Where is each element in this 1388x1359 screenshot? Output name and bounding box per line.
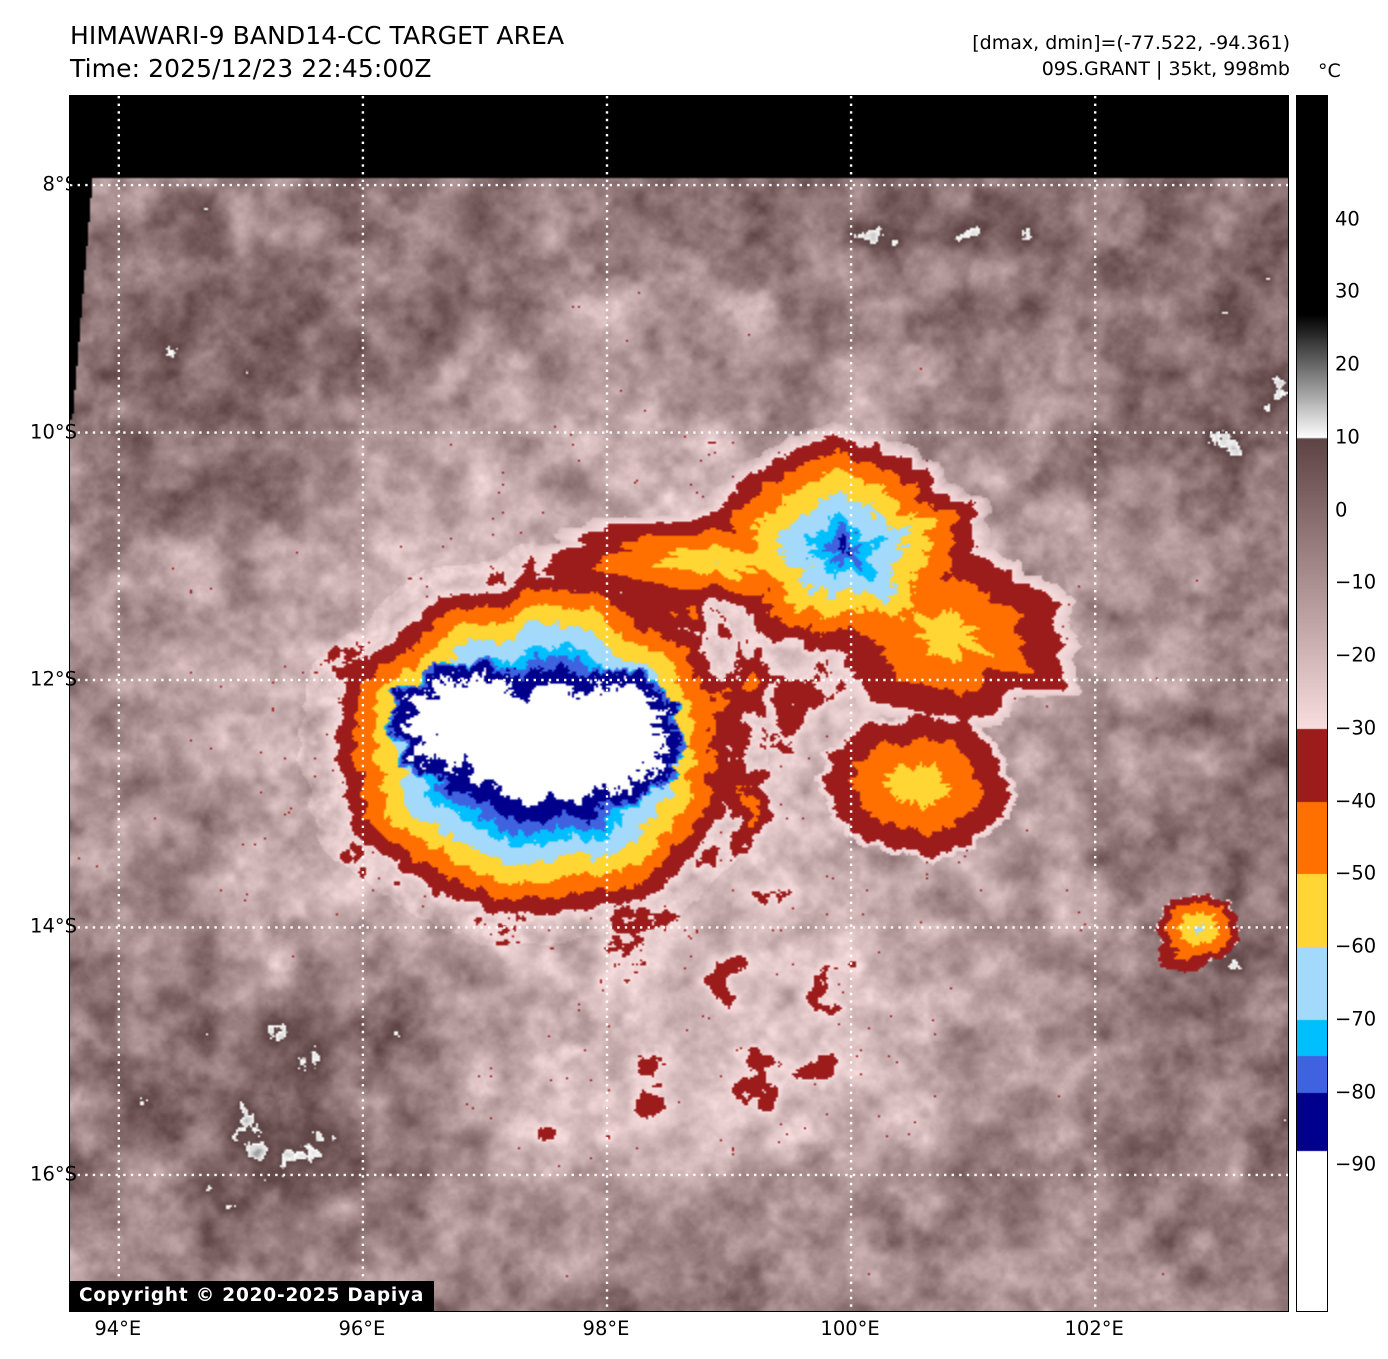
timestamp-label: Time: 2025/12/23 22:45:00Z bbox=[70, 53, 432, 83]
colorbar-tick-10: −60 bbox=[1335, 934, 1377, 958]
x-axis-tick-0: 94°E bbox=[94, 1317, 142, 1340]
extrema-label: [dmax, dmin]=(-77.522, -94.361) bbox=[972, 32, 1290, 54]
colorbar-tick-5: −10 bbox=[1335, 570, 1377, 594]
colorbar-tick-7: −30 bbox=[1335, 716, 1377, 740]
colorbar-tick-9: −50 bbox=[1335, 861, 1377, 885]
colorbar-canvas bbox=[1297, 96, 1327, 1311]
x-axis-tick-3: 100°E bbox=[820, 1317, 880, 1340]
y-axis-tick-0: 8°S bbox=[42, 172, 77, 196]
metadata-block: [dmax, dmin]=(-77.522, -94.361) 09S.GRAN… bbox=[972, 30, 1290, 82]
x-axis-tick-1: 96°E bbox=[338, 1317, 386, 1340]
storm-info-label: 09S.GRANT | 35kt, 998mb bbox=[1041, 58, 1290, 81]
colorbar-tick-1: 30 bbox=[1335, 279, 1360, 303]
colorbar bbox=[1296, 95, 1328, 1312]
y-axis-tick-2: 12°S bbox=[30, 667, 77, 691]
colorbar-tick-8: −40 bbox=[1335, 789, 1377, 813]
colorbar-tick-3: 10 bbox=[1335, 425, 1360, 449]
y-axis-tick-4: 16°S bbox=[30, 1162, 77, 1186]
x-axis-tick-4: 102°E bbox=[1064, 1317, 1124, 1340]
satellite-imagery-canvas bbox=[70, 96, 1288, 1311]
colorbar-tick-4: 0 bbox=[1335, 498, 1348, 522]
y-axis-tick-3: 14°S bbox=[30, 914, 77, 938]
x-axis-tick-2: 98°E bbox=[582, 1317, 630, 1340]
y-axis-tick-1: 10°S bbox=[30, 420, 77, 444]
title-block: HIMAWARI-9 BAND14-CC TARGET AREA Time: 2… bbox=[70, 20, 564, 85]
colorbar-tick-12: −80 bbox=[1335, 1080, 1377, 1104]
colorbar-tick-0: 40 bbox=[1335, 207, 1360, 231]
colorbar-tick-2: 20 bbox=[1335, 352, 1360, 376]
page-title: HIMAWARI-9 BAND14-CC TARGET AREA bbox=[70, 21, 565, 50]
colorbar-tick-11: −70 bbox=[1335, 1007, 1377, 1031]
colorbar-unit-label: °C bbox=[1318, 60, 1341, 82]
copyright-watermark: Copyright © 2020-2025 Dapiya bbox=[70, 1281, 435, 1311]
satellite-image-plot: Copyright © 2020-2025 Dapiya bbox=[69, 95, 1289, 1312]
colorbar-tick-6: −20 bbox=[1335, 643, 1377, 667]
colorbar-tick-13: −90 bbox=[1335, 1152, 1377, 1176]
